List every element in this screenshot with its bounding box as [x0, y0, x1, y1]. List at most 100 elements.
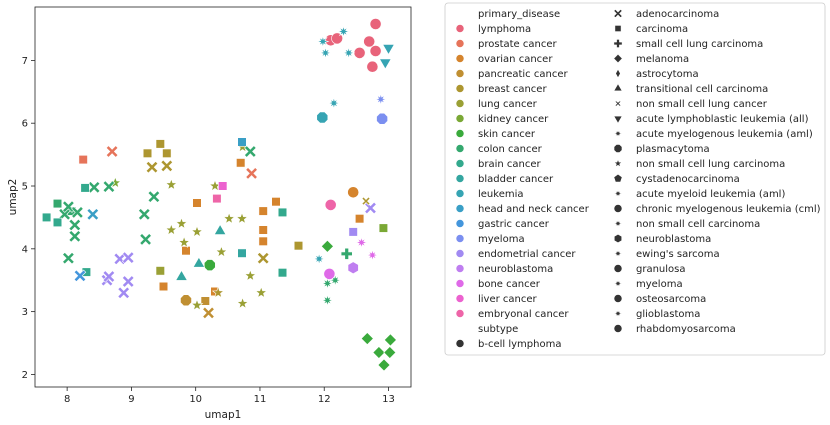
data-point [293, 241, 304, 251]
data-point [80, 183, 90, 193]
data-point [354, 235, 369, 250]
x-tick-label: 8 [64, 394, 70, 405]
data-point [318, 46, 333, 60]
legend-entry: prostate cancer [455, 39, 557, 50]
legend-entry: pancreatic cancer [455, 69, 568, 80]
legend-marker [455, 114, 465, 123]
legend-marker [612, 218, 624, 229]
legend-marker [455, 69, 465, 78]
legend-label: transitional cell carcinoma [636, 84, 768, 95]
data-point [245, 167, 258, 180]
data-point [353, 47, 366, 59]
legend-marker [614, 25, 622, 32]
data-point [212, 194, 222, 204]
legend-marker [455, 39, 465, 48]
legend-entry: chronic myelogenous leukemia (cml) [613, 204, 821, 215]
legend-marker [455, 84, 465, 93]
x-tick-label: 13 [382, 394, 395, 405]
legend-marker [455, 54, 465, 63]
legend-entry: leukemia [455, 189, 524, 200]
data-point [331, 32, 344, 45]
legend-label: acute myeloid leukemia (aml) [636, 189, 785, 200]
data-point [383, 333, 397, 347]
legend-label: pancreatic cancer [478, 69, 568, 80]
data-point [105, 145, 119, 158]
legend-marker [613, 144, 623, 153]
legend-marker [613, 324, 623, 333]
data-point [155, 266, 165, 276]
data-point [347, 186, 360, 199]
y-tick-label: 7 [22, 56, 28, 67]
legend-label: b-cell lymphoma [478, 339, 561, 350]
data-point [382, 44, 395, 55]
legend-marker [613, 83, 623, 92]
legend-label: prostate cancer [478, 39, 557, 50]
data-point [377, 358, 391, 372]
data-point [320, 293, 335, 307]
data-point [360, 332, 374, 346]
legend-entry: glioblastoma [612, 308, 700, 320]
legend-entry: skin cancer [455, 129, 536, 140]
legend-entry: cystadenocarcinoma [613, 173, 740, 185]
data-point [320, 239, 334, 253]
legend-marker [455, 294, 465, 303]
data-point [342, 46, 356, 60]
data-point [323, 267, 336, 280]
data-point [364, 201, 377, 215]
y-tick: 2 [22, 370, 35, 381]
data-point [361, 196, 371, 206]
data-point [52, 217, 63, 227]
legend-entry: endometrial cancer [455, 249, 576, 260]
legend-label: neuroblastoma [478, 264, 553, 275]
y-tick-label: 2 [22, 370, 28, 381]
legend-label: plasmacytoma [636, 144, 710, 155]
legend-entry: adenocarcinoma [613, 8, 719, 20]
legend-label: lung cancer [478, 99, 538, 110]
data-point [243, 269, 257, 282]
legend-label: rhabdomyosarcoma [636, 324, 736, 335]
legend-label: myeloma [636, 279, 683, 290]
legend-label: osteosarcoma [636, 294, 706, 305]
legend: primary_disease lymphoma prostate cancer ov… [455, 8, 821, 350]
legend-marker [615, 68, 621, 79]
data-point [190, 298, 204, 311]
legend-entry: lymphoma [455, 24, 531, 35]
data-point [211, 286, 225, 299]
x-tick-label: 9 [128, 394, 134, 405]
legend-entry: non small cell carcinoma [612, 218, 760, 230]
data-point [78, 155, 88, 165]
legend-label: acute lymphoblastic leukemia (all) [636, 114, 809, 125]
data-point [160, 159, 174, 173]
data-point [369, 45, 382, 57]
legend-marker [614, 100, 622, 107]
legend-label: ovarian cancer [478, 54, 553, 65]
data-point [117, 286, 130, 300]
data-point [340, 247, 353, 260]
data-point [181, 246, 191, 256]
data-point [175, 269, 188, 281]
data-point [277, 268, 288, 278]
legend-marker [455, 279, 465, 288]
data-point [213, 224, 227, 235]
data-point [271, 197, 281, 207]
legend-label: acute myelogenous leukemia (aml) [636, 129, 813, 140]
data-point [258, 236, 268, 246]
data-point [155, 139, 165, 149]
data-point [383, 346, 397, 359]
legend-entry: head and neck cancer [455, 204, 590, 215]
data-point [175, 217, 188, 230]
x-tick-label: 10 [189, 394, 202, 405]
data-point [145, 160, 159, 174]
legend-entry: liver cancer [455, 294, 538, 305]
legend-entry: myeloma [455, 234, 525, 245]
data-point [86, 208, 100, 221]
legend-label: embryonal cancer [478, 309, 569, 320]
legend-entry: gastric cancer [455, 219, 550, 230]
legend-marker [455, 339, 465, 348]
y-axis-ticks: 2 3 4 5 6 7 [22, 56, 35, 381]
legend-label: bladder cancer [478, 174, 554, 185]
legend-marker [613, 115, 623, 124]
data-point [312, 252, 326, 266]
legend-entry: acute lymphoblastic leukemia (all) [613, 114, 809, 125]
x-tick: 13 [382, 387, 395, 405]
